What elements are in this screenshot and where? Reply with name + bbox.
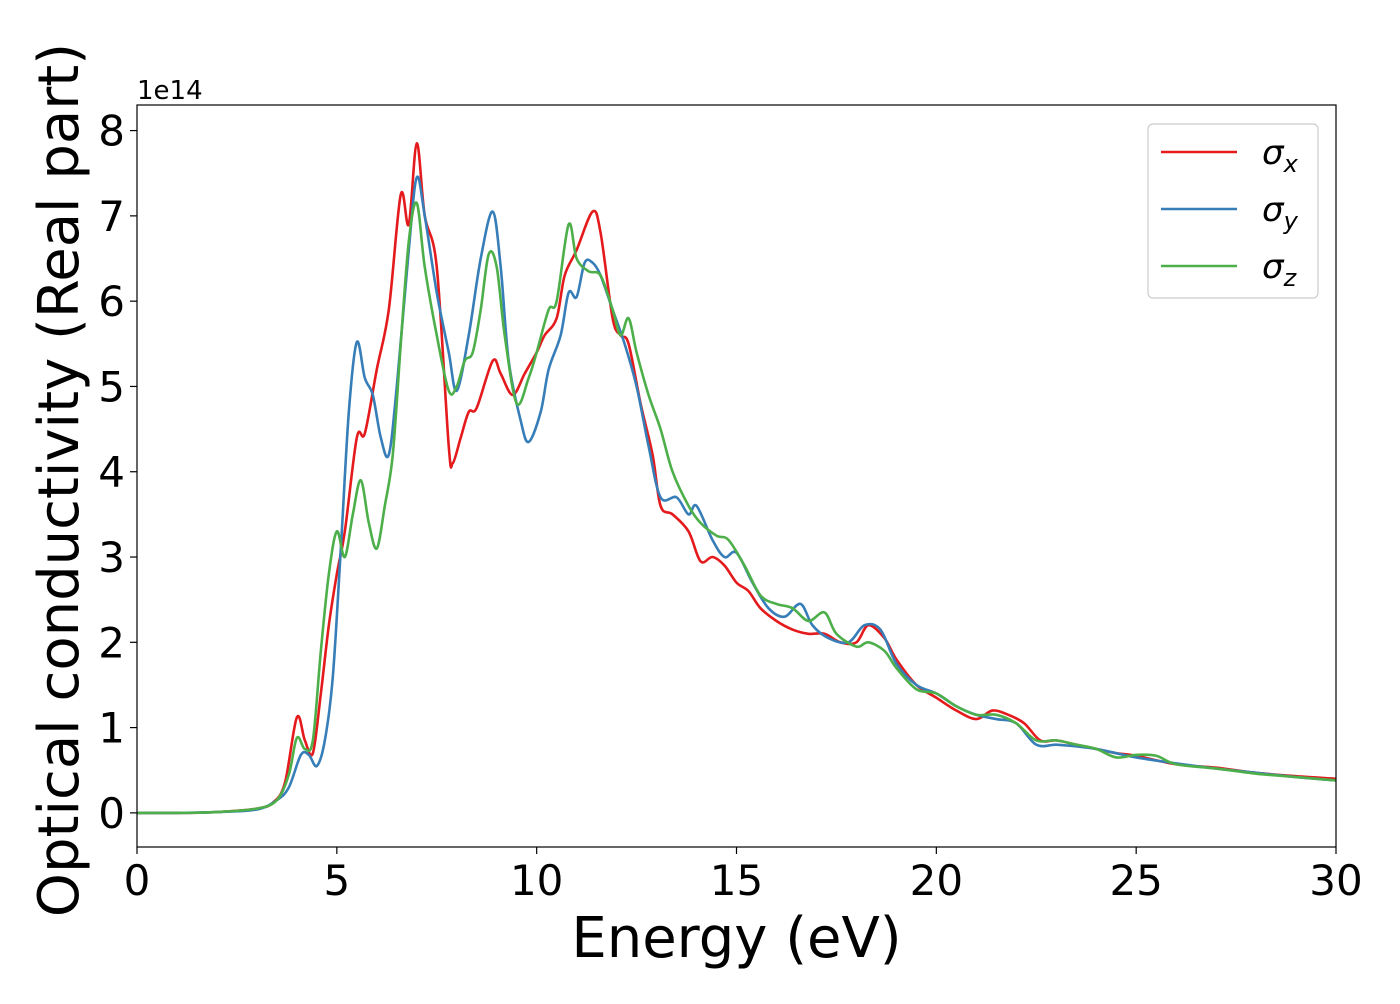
y-tick-label: 1 xyxy=(98,704,125,753)
series-line-x xyxy=(137,142,1336,815)
x-tick-label: 30 xyxy=(1309,856,1362,905)
x-axis: 0 5 10 15 20 25 30 xyxy=(124,847,1363,905)
y-tick-label: 4 xyxy=(98,448,125,497)
y-tick-label: 2 xyxy=(98,618,125,667)
y-offset-label: 1e14 xyxy=(137,76,203,106)
y-tick-label: 3 xyxy=(98,533,125,582)
x-tick-label: 10 xyxy=(510,856,563,905)
series-layer xyxy=(137,142,1336,815)
y-tick-label: 7 xyxy=(98,192,125,241)
y-axis-title: Optical conductivity (Real part) xyxy=(27,43,92,917)
x-tick-label: 15 xyxy=(710,856,763,905)
series-line-z xyxy=(137,201,1336,815)
y-tick-label: 0 xyxy=(98,789,125,838)
y-tick-label: 6 xyxy=(98,277,125,326)
y-axis: 0 1 2 3 4 5 6 7 8 xyxy=(98,107,137,838)
x-axis-title: Energy (eV) xyxy=(571,906,901,971)
y-tick-label: 8 xyxy=(98,107,125,156)
x-tick-label: 20 xyxy=(910,856,963,905)
x-tick-label: 25 xyxy=(1109,856,1162,905)
y-tick-label: 5 xyxy=(98,362,125,411)
x-tick-label: 0 xyxy=(124,856,151,905)
legend-box xyxy=(1147,123,1319,299)
x-tick-label: 5 xyxy=(323,856,350,905)
